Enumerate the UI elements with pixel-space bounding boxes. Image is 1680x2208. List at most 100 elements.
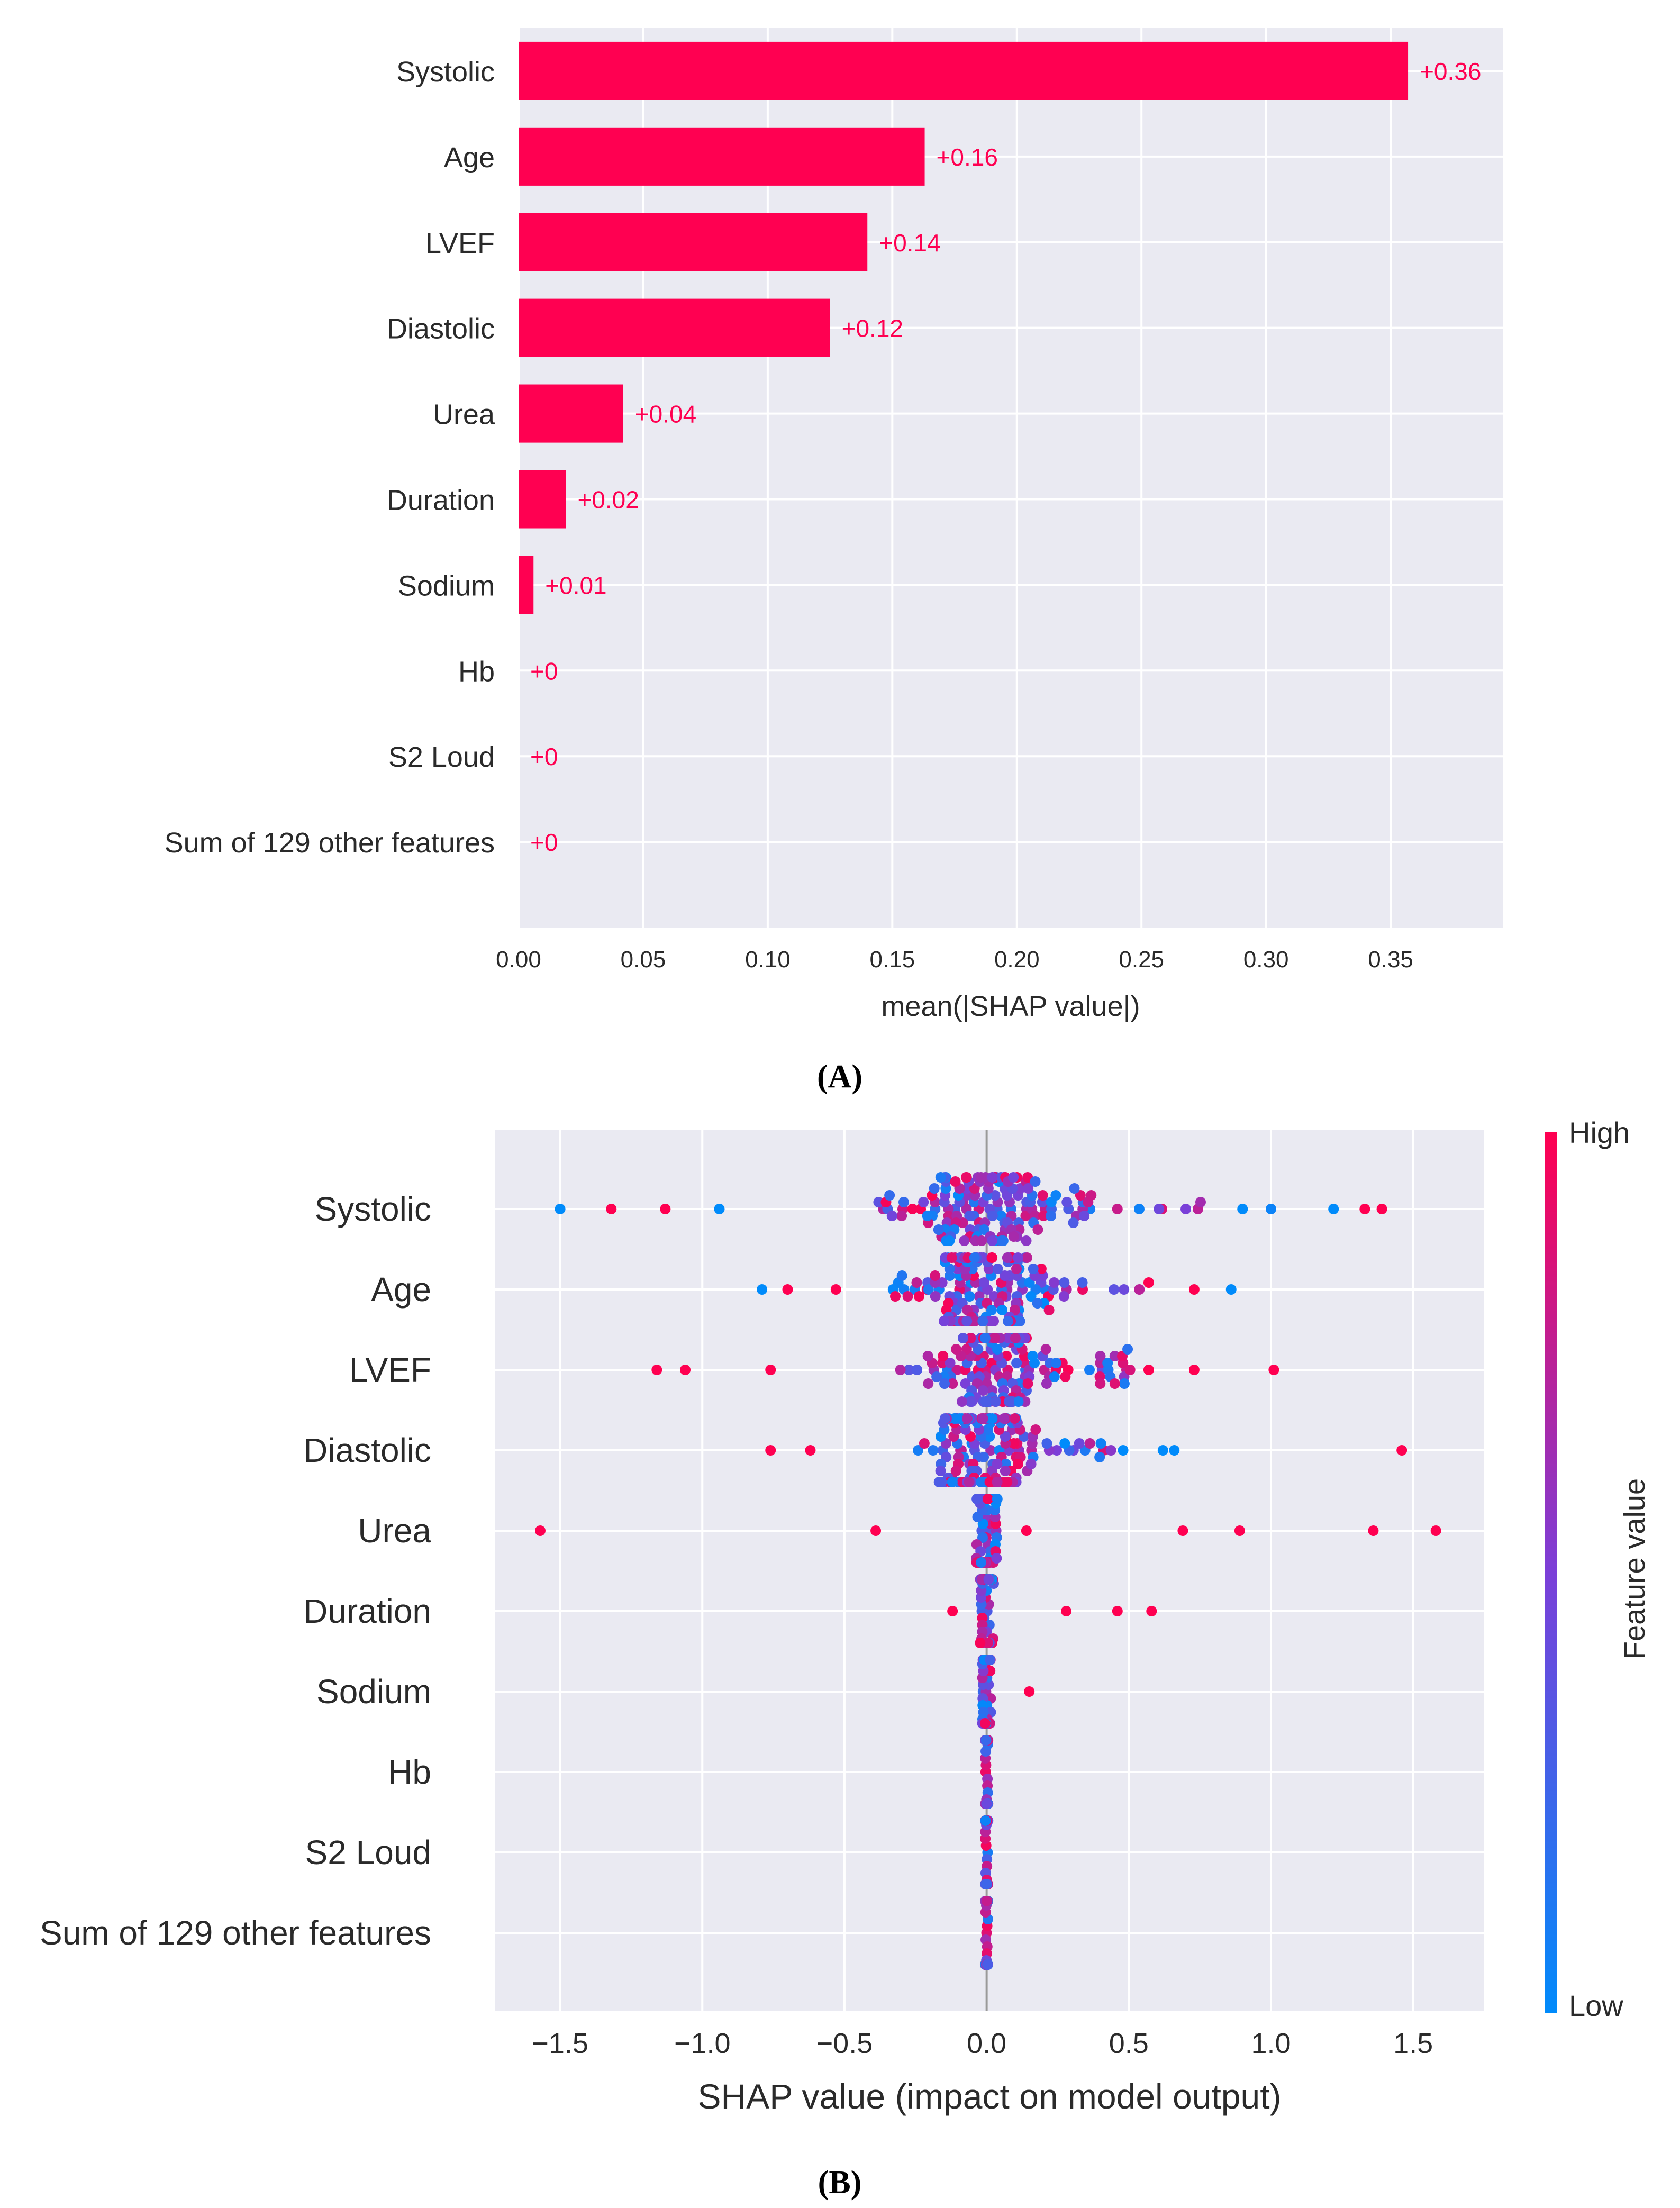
shap-point bbox=[1109, 1284, 1120, 1295]
shap-point bbox=[964, 1211, 975, 1221]
shap-point bbox=[555, 1204, 566, 1214]
bar bbox=[519, 384, 623, 443]
shap-point bbox=[1010, 1333, 1021, 1343]
shap-point bbox=[1234, 1525, 1245, 1536]
shap-point bbox=[923, 1378, 934, 1389]
shap-point bbox=[1359, 1204, 1370, 1214]
bar bbox=[519, 470, 566, 529]
shap-point bbox=[1036, 1264, 1047, 1274]
shap-point bbox=[956, 1396, 967, 1407]
shap-point bbox=[987, 1172, 998, 1183]
shap-point bbox=[895, 1365, 906, 1375]
shap-point bbox=[1075, 1190, 1086, 1201]
x-tick-label: 0.15 bbox=[870, 947, 915, 973]
shap-point bbox=[1095, 1438, 1106, 1449]
bar-value-label: +0.14 bbox=[879, 229, 940, 257]
shap-point bbox=[992, 1264, 1003, 1274]
shap-point bbox=[947, 1606, 958, 1616]
shap-point bbox=[1084, 1365, 1095, 1375]
shap-point bbox=[935, 1172, 946, 1183]
shap-point bbox=[1000, 1431, 1011, 1442]
category-label: Diastolic bbox=[387, 313, 495, 345]
shap-point bbox=[1008, 1438, 1019, 1449]
shap-point bbox=[1109, 1351, 1120, 1361]
shap-point bbox=[1146, 1606, 1157, 1616]
shap-point bbox=[1049, 1371, 1060, 1382]
shap-point bbox=[1050, 1358, 1061, 1368]
shap-point bbox=[1079, 1211, 1090, 1221]
beeswarm-points bbox=[534, 1172, 1441, 1970]
shap-point bbox=[987, 1413, 998, 1424]
bar bbox=[519, 298, 830, 357]
shap-point bbox=[992, 1344, 1003, 1355]
shap-point bbox=[1396, 1445, 1407, 1456]
shap-point bbox=[1077, 1277, 1088, 1288]
shap-point bbox=[997, 1305, 1008, 1315]
shap-point bbox=[1195, 1197, 1206, 1207]
shap-point bbox=[977, 1316, 988, 1326]
shap-point bbox=[992, 1494, 1003, 1504]
category-label: Duration bbox=[303, 1592, 431, 1630]
shap-point bbox=[977, 1532, 988, 1543]
shap-point bbox=[978, 1277, 989, 1288]
shap-point bbox=[962, 1413, 973, 1424]
shap-point bbox=[923, 1284, 934, 1295]
shap-point bbox=[903, 1365, 914, 1375]
shap-point bbox=[534, 1525, 546, 1536]
shap-point bbox=[1021, 1235, 1032, 1246]
shap-point bbox=[1030, 1424, 1041, 1435]
shap-point bbox=[1105, 1445, 1116, 1456]
shap-point bbox=[1143, 1277, 1154, 1288]
shap-point bbox=[1169, 1445, 1180, 1456]
shap-point bbox=[1002, 1252, 1013, 1263]
shap-point bbox=[977, 1413, 988, 1424]
shap-point bbox=[951, 1365, 962, 1375]
shap-point bbox=[922, 1211, 933, 1221]
category-label: LVEF bbox=[425, 228, 495, 259]
shap-point bbox=[951, 1344, 962, 1355]
shap-point bbox=[1068, 1217, 1079, 1228]
category-label: Diastolic bbox=[303, 1431, 431, 1469]
shap-point bbox=[1069, 1183, 1080, 1194]
shap-point bbox=[1084, 1438, 1095, 1449]
category-label: Age bbox=[444, 142, 495, 174]
shap-point bbox=[1020, 1211, 1031, 1221]
shap-point bbox=[982, 1959, 993, 1970]
shap-point bbox=[757, 1284, 768, 1295]
shap-point bbox=[1021, 1525, 1032, 1536]
shap-point bbox=[1014, 1316, 1025, 1326]
shap-point bbox=[946, 1252, 957, 1263]
bar bbox=[519, 127, 925, 186]
shap-point bbox=[980, 1396, 991, 1407]
shap-point bbox=[980, 1735, 992, 1746]
shap-point bbox=[902, 1291, 913, 1302]
x-tick-label: 0.5 bbox=[1109, 2028, 1149, 2059]
shap-point bbox=[982, 1638, 993, 1648]
x-tick-label: 0.20 bbox=[994, 947, 1040, 973]
shap-point bbox=[1061, 1197, 1073, 1207]
shap-point bbox=[978, 1224, 989, 1235]
shap-point bbox=[1154, 1204, 1165, 1214]
shap-point bbox=[896, 1270, 907, 1281]
shap-point bbox=[998, 1413, 1010, 1424]
shap-point bbox=[1188, 1365, 1200, 1375]
category-label: S2 Loud bbox=[388, 741, 495, 773]
shap-point bbox=[1225, 1284, 1237, 1295]
category-label: LVEF bbox=[349, 1351, 431, 1389]
shap-point bbox=[1119, 1378, 1130, 1389]
shap-point bbox=[933, 1477, 945, 1487]
category-label: Sodium bbox=[316, 1673, 431, 1711]
shap-point bbox=[991, 1396, 1002, 1407]
shap-point bbox=[1059, 1438, 1070, 1449]
shap-point bbox=[890, 1291, 901, 1302]
shap-point bbox=[980, 1815, 991, 1826]
shap-point bbox=[964, 1291, 975, 1302]
shap-point bbox=[1022, 1252, 1033, 1263]
category-label: S2 Loud bbox=[305, 1833, 431, 1871]
shap-point bbox=[976, 1235, 987, 1246]
shap-point bbox=[1177, 1525, 1188, 1536]
shap-point bbox=[928, 1445, 939, 1456]
shap-point bbox=[975, 1477, 986, 1487]
shap-point bbox=[989, 1333, 1001, 1343]
